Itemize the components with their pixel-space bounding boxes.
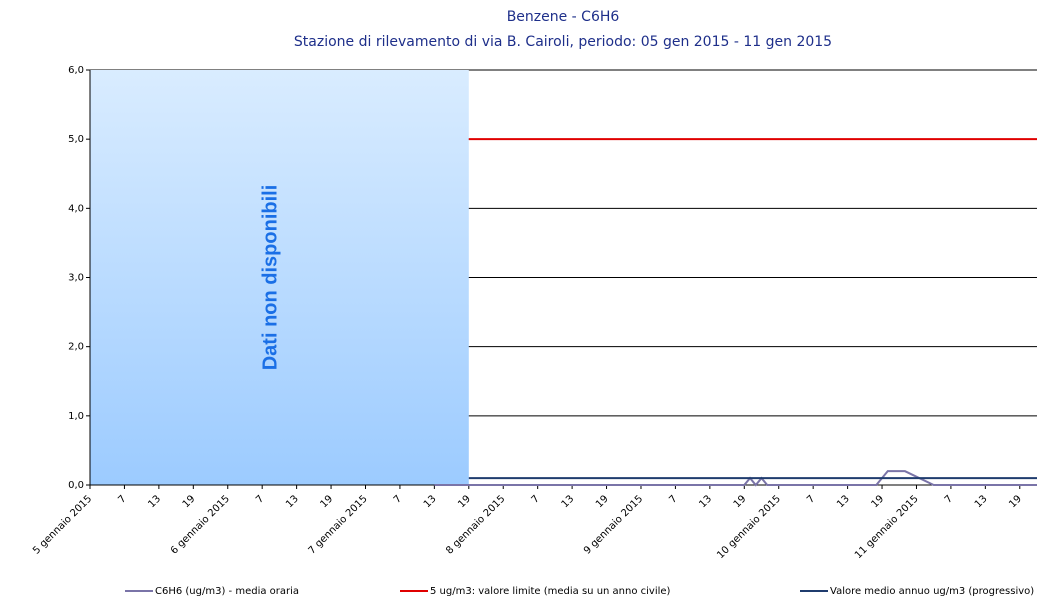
y-tick-label: 3,0 — [68, 273, 84, 284]
y-tick-label: 4,0 — [68, 203, 84, 214]
x-tick-label: 19 — [869, 493, 886, 510]
x-tick-label: 19 — [594, 493, 611, 510]
x-tick-label: 13 — [835, 493, 852, 510]
x-tick-label: 19 — [1007, 493, 1024, 510]
chart-title: Benzene - C6H6 — [507, 9, 620, 25]
x-tick-label: 13 — [146, 493, 163, 510]
y-tick-label: 6,0 — [68, 65, 84, 76]
x-tick-label: 19 — [319, 493, 336, 510]
x-tick-label: 7 — [254, 493, 266, 505]
legend-label: Valore medio annuo ug/m3 (progressivo) — [830, 586, 1034, 597]
y-tick-label: 1,0 — [68, 411, 84, 422]
x-tick-label: 19 — [181, 493, 198, 510]
y-tick-label: 2,0 — [68, 342, 84, 353]
x-tick-label: 7 — [116, 493, 128, 505]
x-tick-label: 9 gennaio 2015 — [582, 493, 645, 556]
x-tick-label: 13 — [973, 493, 990, 510]
x-tick-label: 13 — [284, 493, 301, 510]
x-tick-label: 7 — [667, 493, 679, 505]
y-tick-label: 0,0 — [68, 480, 84, 491]
x-tick-label: 13 — [422, 493, 439, 510]
x-tick-label: 7 — [943, 493, 955, 505]
x-tick-label: 13 — [560, 493, 577, 510]
x-tick-label: 7 — [392, 493, 404, 505]
x-tick-label: 11 gennaio 2015 — [853, 493, 921, 561]
x-tick-label: 7 gennaio 2015 — [307, 493, 370, 556]
x-tick-label: 10 gennaio 2015 — [715, 493, 783, 561]
x-tick-label: 7 — [805, 493, 817, 505]
chart-subtitle: Stazione di rilevamento di via B. Cairol… — [294, 34, 832, 50]
legend-label: C6H6 (ug/m3) - media oraria — [155, 586, 299, 597]
x-tick-label: 19 — [456, 493, 473, 510]
x-tick-label: 13 — [697, 493, 714, 510]
x-tick-label: 5 gennaio 2015 — [31, 493, 94, 556]
x-tick-label: 6 gennaio 2015 — [169, 493, 232, 556]
unavailable-label: Dati non disponibili — [260, 185, 282, 371]
series-line — [434, 470, 1037, 487]
legend-label: 5 ug/m3: valore limite (media su un anno… — [430, 586, 671, 597]
x-tick-label: 8 gennaio 2015 — [444, 493, 507, 556]
x-tick-label: 7 — [530, 493, 542, 505]
x-tick-label: 19 — [732, 493, 749, 510]
unavailable-region — [90, 70, 469, 485]
y-tick-label: 5,0 — [68, 134, 84, 145]
